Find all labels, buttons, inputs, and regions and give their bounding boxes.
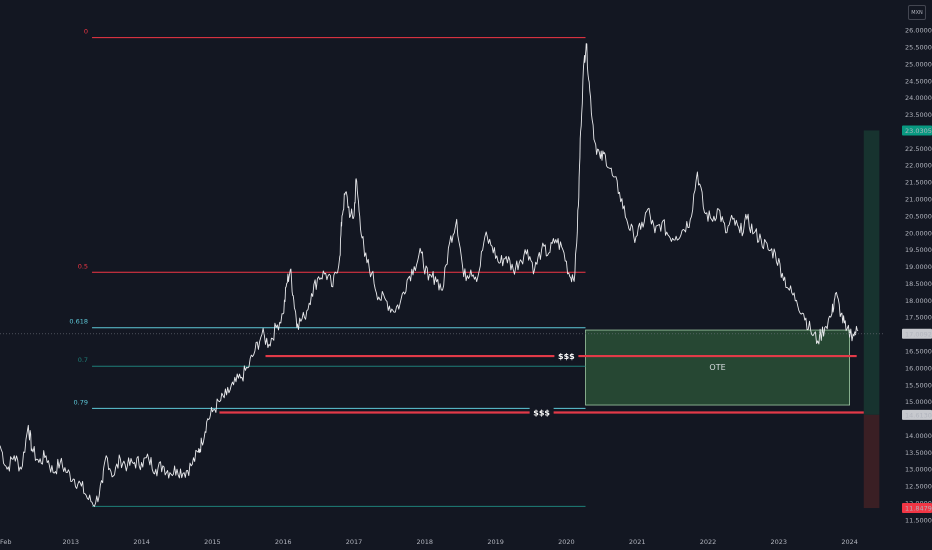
y-tick-label: 22.50000 <box>905 145 932 153</box>
fib-level-label: 0.5 <box>78 262 88 270</box>
liquidity-label-bg <box>554 351 579 362</box>
y-tick-label: 25.50000 <box>905 44 932 52</box>
y-tick-label: 16.00000 <box>905 364 932 372</box>
price-tag-label: 11.84793 <box>905 505 932 513</box>
y-tick-label: 13.50000 <box>905 449 932 457</box>
y-tick-label: 20.50000 <box>905 212 932 220</box>
currency-badge[interactable]: MXN <box>908 5 926 20</box>
y-tick-label: 19.00000 <box>905 263 932 271</box>
price-axis[interactable]: 26.00000 25.50000 25.00000 24.50000 24.00000… <box>902 27 932 525</box>
y-tick-label: 12.50000 <box>905 483 932 491</box>
x-tick-label: 2019 <box>487 538 504 546</box>
y-tick-label: 14.00000 <box>905 432 932 440</box>
x-tick-label: 2023 <box>771 538 788 546</box>
price-tag-label: 23.03050 <box>905 127 932 135</box>
liquidity-lines[interactable]: $$$ $$$ <box>219 351 864 418</box>
fib-level-label: 0.7 <box>78 356 88 364</box>
y-tick-label: 15.00000 <box>905 398 932 406</box>
y-tick-label: 24.50000 <box>905 77 932 85</box>
long-stop-zone[interactable] <box>863 414 880 509</box>
liquidity-label-bg <box>529 407 554 418</box>
x-tick-label: Feb <box>0 538 12 546</box>
x-tick-label: 2016 <box>275 538 292 546</box>
price-tag-label: 17.00920 <box>905 330 932 338</box>
y-tick-label: 26.00000 <box>905 27 932 35</box>
x-tick-label: 2015 <box>204 538 221 546</box>
fib-level-label: 0.618 <box>69 318 88 326</box>
y-tick-label: 21.00000 <box>905 196 932 204</box>
x-tick-label: 2014 <box>133 538 150 546</box>
price-tag-bg <box>902 503 932 514</box>
y-tick-label: 22.00000 <box>905 162 932 170</box>
fib-level-label: 0.79 <box>74 398 88 406</box>
y-tick-label: 13.00000 <box>905 466 932 474</box>
y-tick-label: 23.50000 <box>905 111 932 119</box>
ote-label: OTE <box>709 363 725 372</box>
ote-zone[interactable] <box>585 329 851 406</box>
x-tick-label: 2017 <box>346 538 363 546</box>
price-tag-label: 14.61302 <box>905 411 932 419</box>
price-tag-bg <box>902 125 932 136</box>
y-tick-label: 11.50000 <box>905 516 932 524</box>
liquidity-label: $$$ <box>558 352 575 361</box>
price-tag-bg <box>902 409 932 420</box>
long-profit-zone[interactable] <box>863 130 880 415</box>
y-tick-label: 18.00000 <box>905 297 932 305</box>
zones-layer: OTE <box>585 130 880 509</box>
y-tick-label: 16.50000 <box>905 347 932 355</box>
price-line <box>0 43 859 507</box>
fib-level-label: 0 <box>84 28 88 36</box>
x-tick-label: 2022 <box>700 538 717 546</box>
y-tick-label: 17.50000 <box>905 314 932 322</box>
fibonacci-retracement[interactable]: 0 0.5 0.618 0.7 0.79 <box>69 28 586 507</box>
x-tick-label: 2013 <box>63 538 80 546</box>
y-tick-label: 25.00000 <box>905 60 932 68</box>
liquidity-label: $$$ <box>533 408 550 417</box>
y-tick-label: 20.00000 <box>905 229 932 237</box>
y-tick-label: 19.50000 <box>905 246 932 254</box>
x-tick-label: 2024 <box>841 538 858 546</box>
y-tick-label: 21.50000 <box>905 179 932 187</box>
y-tick-label: 24.00000 <box>905 94 932 102</box>
x-tick-label: 2018 <box>417 538 434 546</box>
price-tag-bg <box>902 328 932 339</box>
x-tick-label: 2020 <box>558 538 575 546</box>
y-tick-label: 18.50000 <box>905 280 932 288</box>
time-axis[interactable]: Feb 2013 2014 2015 2016 2017 2018 2019 2020 2021 2… <box>0 538 858 546</box>
y-tick-label: 15.50000 <box>905 381 932 389</box>
price-series <box>0 43 885 507</box>
x-tick-label: 2021 <box>629 538 646 546</box>
